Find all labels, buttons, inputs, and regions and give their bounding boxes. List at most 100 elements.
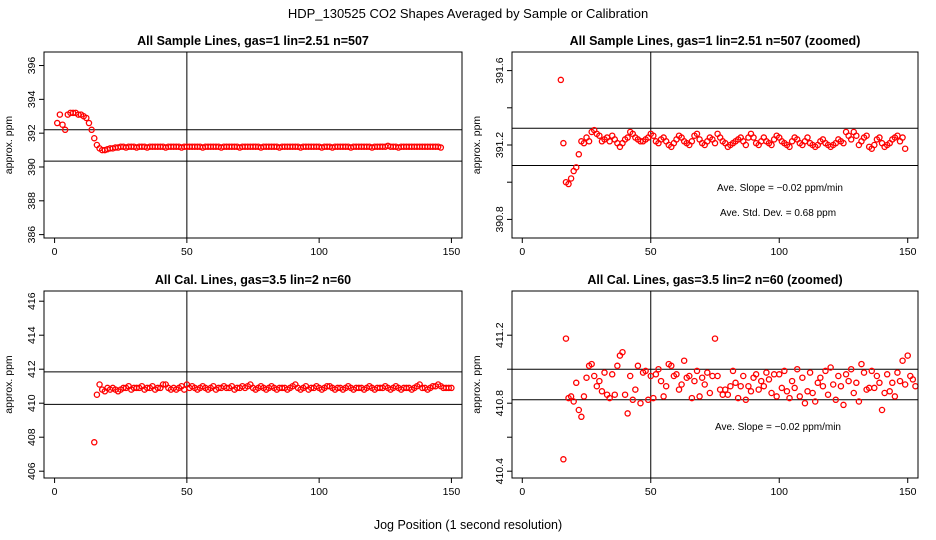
data-point: [96, 381, 103, 388]
data-point: [652, 371, 660, 378]
data-point: [788, 377, 796, 385]
data-point: [724, 391, 732, 398]
data-point: [614, 362, 621, 370]
data-point: [565, 180, 572, 188]
data-point: [773, 393, 780, 400]
x-tick-label: 50: [181, 486, 193, 498]
x-tick-label: 150: [443, 246, 461, 258]
data-point: [909, 376, 917, 383]
data-point: [847, 136, 855, 143]
y-tick-label: 410.8: [494, 390, 506, 416]
data-point: [562, 335, 570, 342]
data-point: [747, 388, 755, 395]
y-axis-label: approx. ppm: [3, 116, 15, 175]
data-point: [878, 406, 886, 414]
data-point: [83, 114, 90, 122]
x-tick-label: 0: [519, 246, 525, 258]
data-point: [763, 369, 770, 376]
data-point: [732, 379, 739, 387]
data-point: [745, 382, 752, 390]
data-point: [593, 382, 601, 390]
data-point: [829, 381, 837, 388]
data-point: [91, 439, 98, 446]
data-point: [719, 391, 726, 398]
y-tick-label: 410: [26, 394, 38, 412]
data-point: [575, 151, 583, 158]
data-point: [611, 391, 619, 398]
data-point: [578, 413, 585, 421]
figure-title: HDP_130525 CO2 Shapes Averaged by Sample…: [288, 6, 648, 21]
x-tick-label: 50: [181, 246, 193, 258]
data-point: [770, 371, 778, 378]
data-point: [701, 381, 708, 388]
data-point: [891, 393, 899, 400]
y-tick-label: 390: [26, 158, 38, 176]
plot-frame: [511, 51, 919, 239]
data-point: [863, 132, 870, 139]
data-point: [868, 367, 875, 375]
y-tick-label: 392: [26, 124, 38, 142]
data-point: [567, 393, 575, 400]
data-point: [88, 126, 95, 134]
data-point: [621, 391, 629, 398]
data-point: [860, 369, 868, 376]
data-point: [716, 386, 724, 393]
data-point: [722, 386, 729, 393]
y-tick-label: 406: [26, 462, 38, 480]
data-point: [871, 141, 878, 149]
data-point: [858, 360, 865, 368]
data-point: [704, 369, 711, 376]
data-point: [740, 372, 747, 380]
data-point: [711, 139, 719, 147]
x-tick-label: 150: [899, 246, 917, 258]
panel-title: All Sample Lines, gas=1 lin=2.51 n=507 (…: [570, 34, 861, 48]
data-point: [896, 377, 904, 385]
y-tick-label: 410.4: [494, 458, 506, 484]
data-point: [59, 121, 66, 128]
data-point: [585, 138, 593, 145]
panel-title: All Cal. Lines, gas=3.5 lin=2 n=60 (zoom…: [587, 273, 842, 287]
data-point: [678, 381, 685, 388]
panels: All Sample Lines, gas=1 lin=2.51 n=507 ap…: [3, 34, 919, 498]
panel-4: All Cal. Lines, gas=3.5 lin=2 n=60 (zoom…: [471, 273, 919, 498]
data-point: [624, 134, 631, 141]
y-tick-label: 408: [26, 428, 38, 446]
data-point: [855, 398, 863, 405]
data-point: [655, 365, 662, 373]
data-point: [783, 388, 791, 395]
data-point: [873, 372, 881, 380]
data-point: [657, 377, 665, 385]
data-point: [901, 381, 909, 388]
data-point: [832, 396, 840, 404]
data-point: [876, 379, 883, 387]
data-point: [688, 394, 696, 402]
data-point: [91, 134, 98, 142]
annotation: Ave. Slope = −0.02 ppm/min: [717, 183, 843, 194]
data-point: [53, 119, 61, 127]
data-point: [693, 367, 701, 375]
data-point: [775, 371, 783, 378]
data-point: [765, 376, 773, 383]
data-point: [642, 367, 649, 375]
x-tick-label: 50: [645, 246, 657, 258]
data-point: [575, 406, 583, 414]
data-point: [688, 138, 696, 145]
data-point: [817, 374, 824, 381]
data-point: [801, 399, 809, 407]
data-point: [634, 362, 642, 370]
series-points: [91, 381, 455, 446]
x-tick-label: 0: [52, 246, 58, 258]
data-point: [786, 143, 793, 151]
data-point: [894, 369, 901, 376]
data-point: [883, 371, 891, 378]
data-point: [758, 377, 765, 385]
data-point: [572, 379, 580, 387]
y-tick-label: 394: [26, 90, 38, 108]
data-point: [871, 384, 878, 392]
data-point: [845, 377, 852, 385]
data-point: [729, 367, 737, 375]
data-point: [598, 388, 606, 395]
data-point: [886, 388, 893, 395]
data-point: [768, 389, 775, 397]
data-point: [755, 386, 762, 393]
